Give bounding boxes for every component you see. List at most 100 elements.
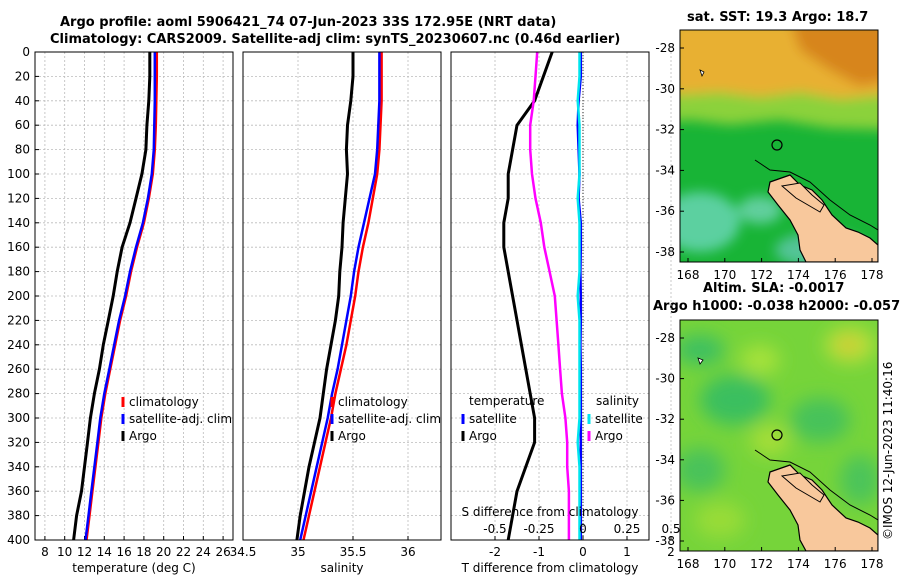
x-tick-label: 24 (196, 545, 211, 559)
x-tick-label: 8 (41, 545, 49, 559)
map-y-tick-label: -36 (655, 493, 675, 507)
x-tick-label: -1 (533, 545, 545, 559)
map-x-tick-label: 172 (750, 268, 773, 282)
map-y-tick-label: -28 (655, 41, 675, 55)
legend-label: Argo (469, 429, 497, 443)
map-x-tick-label: 172 (750, 557, 773, 571)
temperature-panel: 8 10 12 14 16 18 20 22 24 26020406080100120140160… (7, 45, 234, 575)
x-tick-label: 1 (623, 545, 631, 559)
map-y-tick-label: -30 (655, 372, 675, 386)
y-tick-label: 40 (15, 94, 30, 108)
legend-label: climatology (129, 395, 199, 409)
x-tick-label: 0 (579, 545, 587, 559)
y-tick-label: 340 (7, 460, 30, 474)
y-tick-label: 20 (15, 69, 30, 83)
sla-map-title-line2: Argo h1000: -0.038 h2000: -0.057 (653, 299, 900, 314)
x-tick-label: 14 (97, 545, 112, 559)
map-x-tick-label: 170 (713, 268, 736, 282)
series-group (295, 52, 383, 540)
series-line-temperature-satellite (576, 52, 583, 540)
sst-map: 168 170 172 174 176 178 -28 -30 -32 -34 -36 -38 (655, 29, 884, 282)
map-x-tick-label: 174 (787, 557, 810, 571)
x-tick-label: 20 (156, 545, 171, 559)
x-tick-label: 35 (290, 545, 305, 559)
x-tick-label: 10 (57, 545, 72, 559)
difference-panel: -2 -1 0 1 2 T difference from climatology S di… (450, 51, 681, 575)
x-axis-label: temperature (deg C) (72, 561, 195, 575)
legend-label: Argo (595, 429, 623, 443)
map-x-tick-label: 170 (713, 557, 736, 571)
y-tick-label: 240 (7, 338, 30, 352)
sla-map-title-line1: Altim. SLA: -0.0017 (703, 281, 845, 296)
series-group (72, 52, 159, 540)
x-tick-label: 22 (176, 545, 191, 559)
series-line-climatology (302, 52, 383, 540)
y-tick-label: 300 (7, 411, 30, 425)
sst-map-title: sat. SST: 19.3 Argo: 18.7 (687, 10, 869, 25)
y-tick-label: 60 (15, 118, 30, 132)
map-y-tick-label: -38 (655, 534, 675, 548)
map-x-tick-label: 176 (824, 268, 847, 282)
y-tick-label: 160 (7, 240, 30, 254)
plot-frame (34, 51, 234, 541)
y-tick-label: 200 (7, 289, 30, 303)
sla-map: 168 170 172 174 176 178 -28 -30 -32 -34 -36 -38 (655, 319, 884, 571)
x-tick-label: 16 (116, 545, 131, 559)
y-tick-label: 100 (7, 167, 30, 181)
figure-title-line1: Argo profile: aoml 5906421_74 07-Jun-202… (60, 15, 557, 30)
y-tick-label: 400 (7, 533, 30, 547)
y-tick-label: 0 (22, 45, 30, 59)
series-line-argo (295, 52, 355, 540)
y-tick-label: 280 (7, 387, 30, 401)
y-tick-label: 320 (7, 435, 30, 449)
map-x-tick-label: 178 (861, 268, 884, 282)
x-tick-label: 18 (136, 545, 151, 559)
series-line-temperature-argo (502, 52, 554, 540)
legend-title-salinity: salinity (596, 394, 639, 408)
map-y-tick-label: -34 (655, 453, 675, 467)
x-axis-label-top: S difference from climatology (462, 505, 639, 519)
y-tick-label: 380 (7, 509, 30, 523)
map-x-tick-label: 168 (677, 557, 700, 571)
y-tick-label: 120 (7, 191, 30, 205)
plot-frame (450, 51, 650, 541)
copyright-label: ©IMOS 12-Jun-2023 11:40:16 (881, 362, 895, 540)
map-y-tick-label: -38 (655, 245, 675, 259)
legend-label: satellite (469, 412, 517, 426)
x2-tick-label: 0.25 (614, 522, 641, 536)
map-y-tick-label: -36 (655, 204, 675, 218)
y-tick-label: 360 (7, 484, 30, 498)
x-tick-label: 34.5 (230, 545, 257, 559)
series-line-argo (72, 52, 152, 540)
legend-label: satellite-adj. clim (338, 412, 441, 426)
legend-label: Argo (338, 429, 366, 443)
y-tick-label: 180 (7, 265, 30, 279)
map-x-tick-label: 168 (677, 268, 700, 282)
plot-frame (242, 51, 442, 541)
map-y-tick-label: -34 (655, 163, 675, 177)
x2-tick-label: 0 (579, 522, 587, 536)
map-y-tick-label: -32 (655, 412, 675, 426)
legend-label: Argo (129, 429, 157, 443)
y-tick-label: 260 (7, 362, 30, 376)
x2-tick-label: -0.5 (483, 522, 506, 536)
map-x-tick-label: 176 (824, 557, 847, 571)
series-line-salinity-argo (528, 52, 571, 540)
salinity-panel: 34.5 35 35.5 36 salinity climatology satellite… (230, 51, 442, 575)
map-x-tick-label: 174 (787, 268, 810, 282)
y-tick-label: 80 (15, 143, 30, 157)
map-x-tick-label: 178 (861, 557, 884, 571)
map-y-tick-label: -28 (655, 331, 675, 345)
x-axis-label: salinity (320, 561, 363, 575)
legend-label: climatology (338, 395, 408, 409)
series-line-satellite-adj-clim (298, 52, 381, 540)
map-y-tick-label: -30 (655, 82, 675, 96)
figure-title-line2: Climatology: CARS2009. Satellite-adj cli… (50, 32, 621, 47)
x2-tick-label: 0.5 (661, 522, 680, 536)
y-tick-label: 140 (7, 216, 30, 230)
series-line-satellite-adj-clim (84, 52, 157, 540)
x-tick-label: 2 (667, 545, 675, 559)
series-line-salinity-satellite (576, 52, 581, 540)
x-tick-label: 36 (400, 545, 415, 559)
series-group (502, 52, 583, 540)
